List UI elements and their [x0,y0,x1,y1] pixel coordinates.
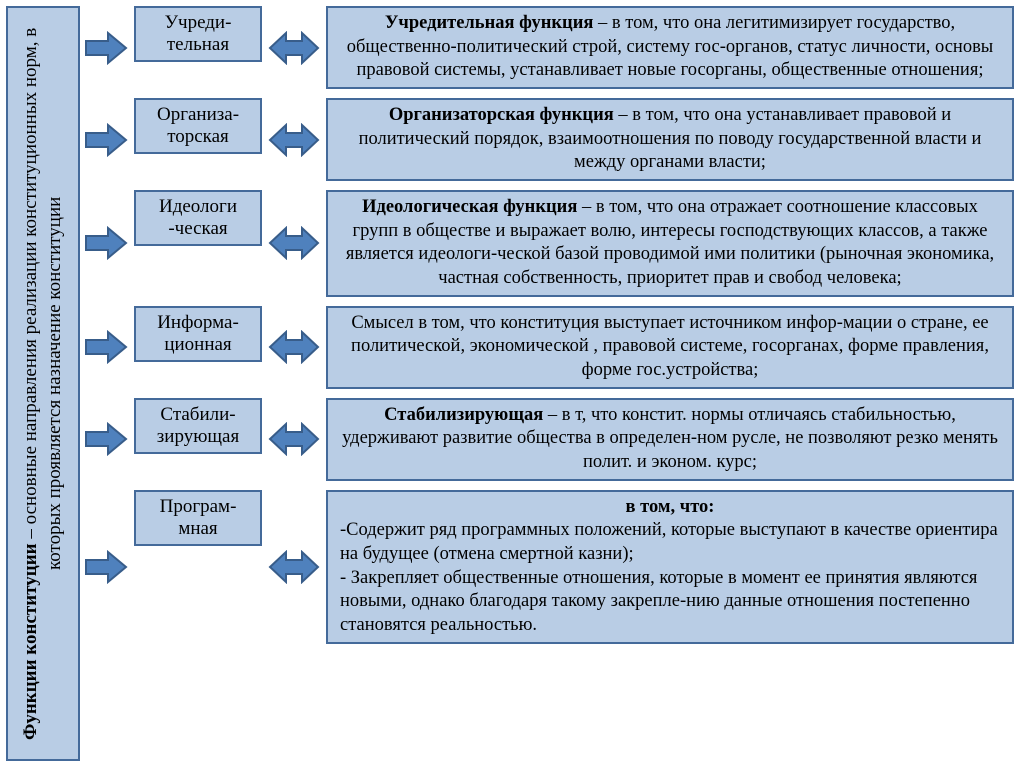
desc-bold: Стабилизирующая [384,405,543,425]
desc-bold: в том, что: [626,497,715,517]
arrow-lr-icon [268,490,320,644]
arrow-lr-icon [268,190,320,297]
row-informational: Информа-ционная Смысел в том, что консти… [84,306,1014,389]
arrow-right-icon [84,190,128,297]
row-constituent: Учреди-тельная Учредительная функция – в… [84,6,1014,89]
rows-container: Учреди-тельная Учредительная функция – в… [84,6,1014,761]
sidebar-title-text: Функции конституции – основные направлен… [17,8,69,759]
label-organizational: Организа-торская [134,98,262,154]
arrow-lr-icon [268,306,320,389]
desc-bold: Идеологическая функция [362,197,577,217]
desc-organizational: Организаторская функция – в том, что она… [326,98,1014,181]
label-ideological: Идеологи-ческая [134,190,262,246]
label-program: Програм-мная [134,490,262,546]
label-constituent: Учреди-тельная [134,6,262,62]
desc-line-1: -Содержит ряд программных положений, кот… [340,519,1000,566]
arrow-lr-icon [268,6,320,89]
arrow-right-icon [84,398,128,481]
label-stabilizing: Стабили-зирующая [134,398,262,454]
desc-bold: Учредительная функция [385,13,594,33]
row-program: Програм-мная в том, что: -Содержит ряд п… [84,490,1014,644]
desc-bold: Организаторская функция [389,105,614,125]
desc-program: в том, что: -Содержит ряд программных по… [326,490,1014,644]
row-ideological: Идеологи-ческая Идеологическая функция –… [84,190,1014,297]
desc-stabilizing: Стабилизирующая – в т, что констит. норм… [326,398,1014,481]
desc-rest: Смысел в том, что конституция выступает … [351,313,989,380]
desc-informational: Смысел в том, что конституция выступает … [326,306,1014,389]
desc-line-2: - Закрепляет общественные отношения, кот… [340,567,1000,638]
arrow-right-icon [84,490,128,644]
desc-constituent: Учредительная функция – в том, что она л… [326,6,1014,89]
sidebar-title-rest: – основные направления реализации консти… [20,27,65,570]
arrow-right-icon [84,98,128,181]
row-organizational: Организа-торская Организаторская функция… [84,98,1014,181]
diagram-container: Функции конституции – основные направлен… [0,0,1024,767]
label-informational: Информа-ционная [134,306,262,362]
arrow-lr-icon [268,98,320,181]
sidebar-title-bold: Функции конституции [20,543,41,740]
row-stabilizing: Стабили-зирующая Стабилизирующая – в т, … [84,398,1014,481]
arrow-right-icon [84,306,128,389]
arrow-lr-icon [268,398,320,481]
sidebar-title-box: Функции конституции – основные направлен… [6,6,80,761]
desc-ideological: Идеологическая функция – в том, что она … [326,190,1014,297]
arrow-right-icon [84,6,128,89]
